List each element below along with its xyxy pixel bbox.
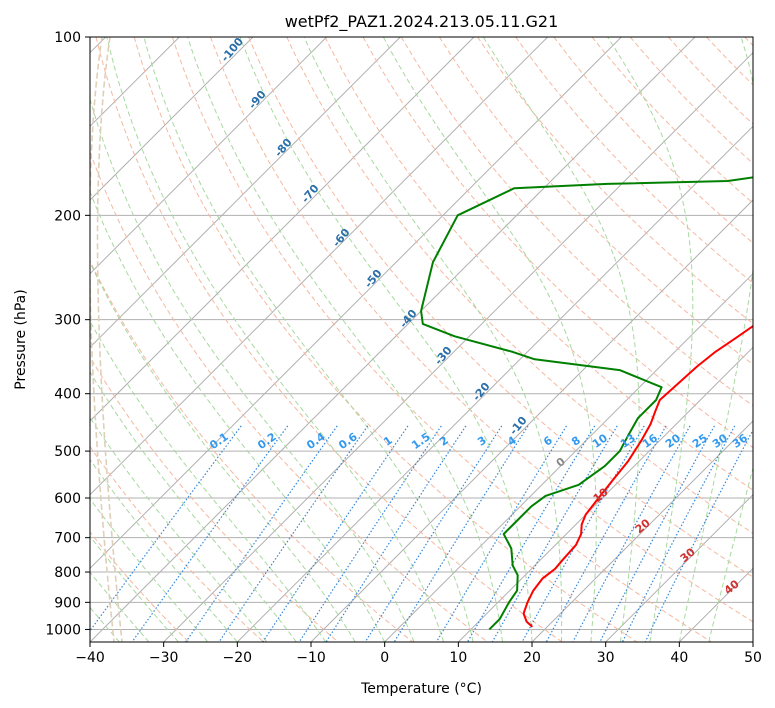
moist-adiabat-line (90, 190, 386, 642)
x-tick-label: −30 (149, 650, 179, 666)
dry-adiabat-line (400, 37, 753, 407)
isotherm-line (90, 37, 328, 275)
x-tick-label: −10 (296, 650, 326, 666)
plot-frame (89, 36, 754, 643)
dry-adiabat-line (286, 37, 753, 534)
moist-adiabat-line (143, 37, 474, 642)
isotherm-line (236, 125, 753, 642)
mixing-ratio-line (572, 425, 691, 642)
y-axis: 100 200 300 400 500 600 700 800 900 1000 (45, 30, 90, 638)
dewpoint-profile-line (420, 176, 753, 631)
mixing-ratio-line (621, 425, 736, 642)
x-tick-label: 40 (670, 650, 688, 666)
isotherm-line (90, 37, 622, 570)
x-tick-label: 0 (380, 650, 389, 666)
dry-adiabat-line (515, 37, 753, 284)
x-tick-label: 10 (449, 650, 467, 666)
isotherm-line (90, 37, 696, 642)
chart-grid (90, 37, 753, 642)
dry-adiabat-line (629, 37, 753, 165)
chart-title: wetPf2_PAZ1.2024.213.05.11.G21 (285, 12, 559, 32)
dry-adiabat-line (90, 259, 414, 642)
moist-adiabat-line (708, 466, 753, 642)
y-tick-label: 600 (54, 491, 81, 507)
dry-adiabat-line (438, 37, 753, 365)
x-tick-label: 50 (744, 650, 762, 666)
y-tick-label: 700 (54, 531, 81, 547)
dry-adiabat-line (362, 37, 753, 449)
dry-adiabat-line (324, 37, 753, 491)
x-tick-label: −20 (223, 650, 253, 666)
y-tick-label: 400 (54, 387, 81, 403)
moist-adiabat-line (482, 37, 640, 642)
isotherm-line (90, 37, 475, 422)
isotherm-line (605, 493, 753, 642)
x-tick-label: −40 (75, 650, 105, 666)
mixing-ratio-line (466, 425, 596, 642)
isotherm-line (90, 37, 401, 349)
mixing-ratio-line (298, 425, 442, 642)
ring-line (90, 37, 115, 642)
isotherm-line (90, 37, 254, 201)
mixing-ratio-line (325, 425, 467, 642)
moist-adiabat-line (90, 261, 356, 642)
moist-adiabat-line (106, 37, 445, 642)
temperature-profile-line (522, 324, 753, 628)
dry-adiabat-line (553, 37, 753, 244)
isotherm-line (90, 37, 549, 496)
y-axis-label: Pressure (hPa) (13, 289, 29, 389)
mixing-ratio-line (521, 425, 645, 642)
dry-adiabat-line (90, 445, 264, 642)
isotherm-line (384, 272, 753, 642)
y-tick-label: 1000 (45, 622, 81, 638)
moist-adiabat-line (90, 320, 327, 642)
moist-adiabat-line (382, 37, 597, 642)
moist-adiabat-line (90, 416, 268, 642)
y-tick-label: 500 (54, 444, 81, 460)
chart-series (420, 176, 753, 631)
mixing-ratio-line (364, 425, 503, 642)
y-tick-label: 200 (54, 208, 81, 224)
x-axis-label: Temperature (°C) (360, 681, 482, 697)
mixing-ratio-line (131, 425, 289, 642)
isotherm-line (531, 420, 753, 642)
x-tick-label: 30 (597, 650, 615, 666)
y-tick-label: 100 (54, 30, 81, 46)
y-tick-label: 800 (54, 565, 81, 581)
dry-adiabat-line (133, 37, 638, 642)
mixing-ratio-line (599, 425, 715, 642)
dry-adiabat-line (95, 37, 563, 642)
moist-adiabat-line (187, 37, 503, 642)
y-tick-label: 300 (54, 313, 81, 329)
dry-adiabat-line (248, 37, 753, 578)
y-tick-label: 900 (54, 595, 81, 611)
dry-adiabat-line (171, 37, 712, 642)
ring-line (96, 37, 123, 642)
moist-adiabat-line (607, 37, 694, 642)
x-tick-label: 20 (523, 650, 541, 666)
mixing-ratio-line (262, 425, 409, 642)
dry-adiabat-line (90, 356, 339, 642)
mixing-ratio-line (435, 425, 568, 642)
dry-adiabat-line (90, 150, 488, 642)
moist-adiabat-line (303, 37, 563, 642)
x-axis: −40 −30 −20 −10 0 10 20 30 40 50 (75, 642, 762, 666)
dry-adiabat-line (210, 37, 753, 623)
moist-adiabat-line (678, 37, 753, 642)
mixing-ratio-line (393, 425, 529, 642)
